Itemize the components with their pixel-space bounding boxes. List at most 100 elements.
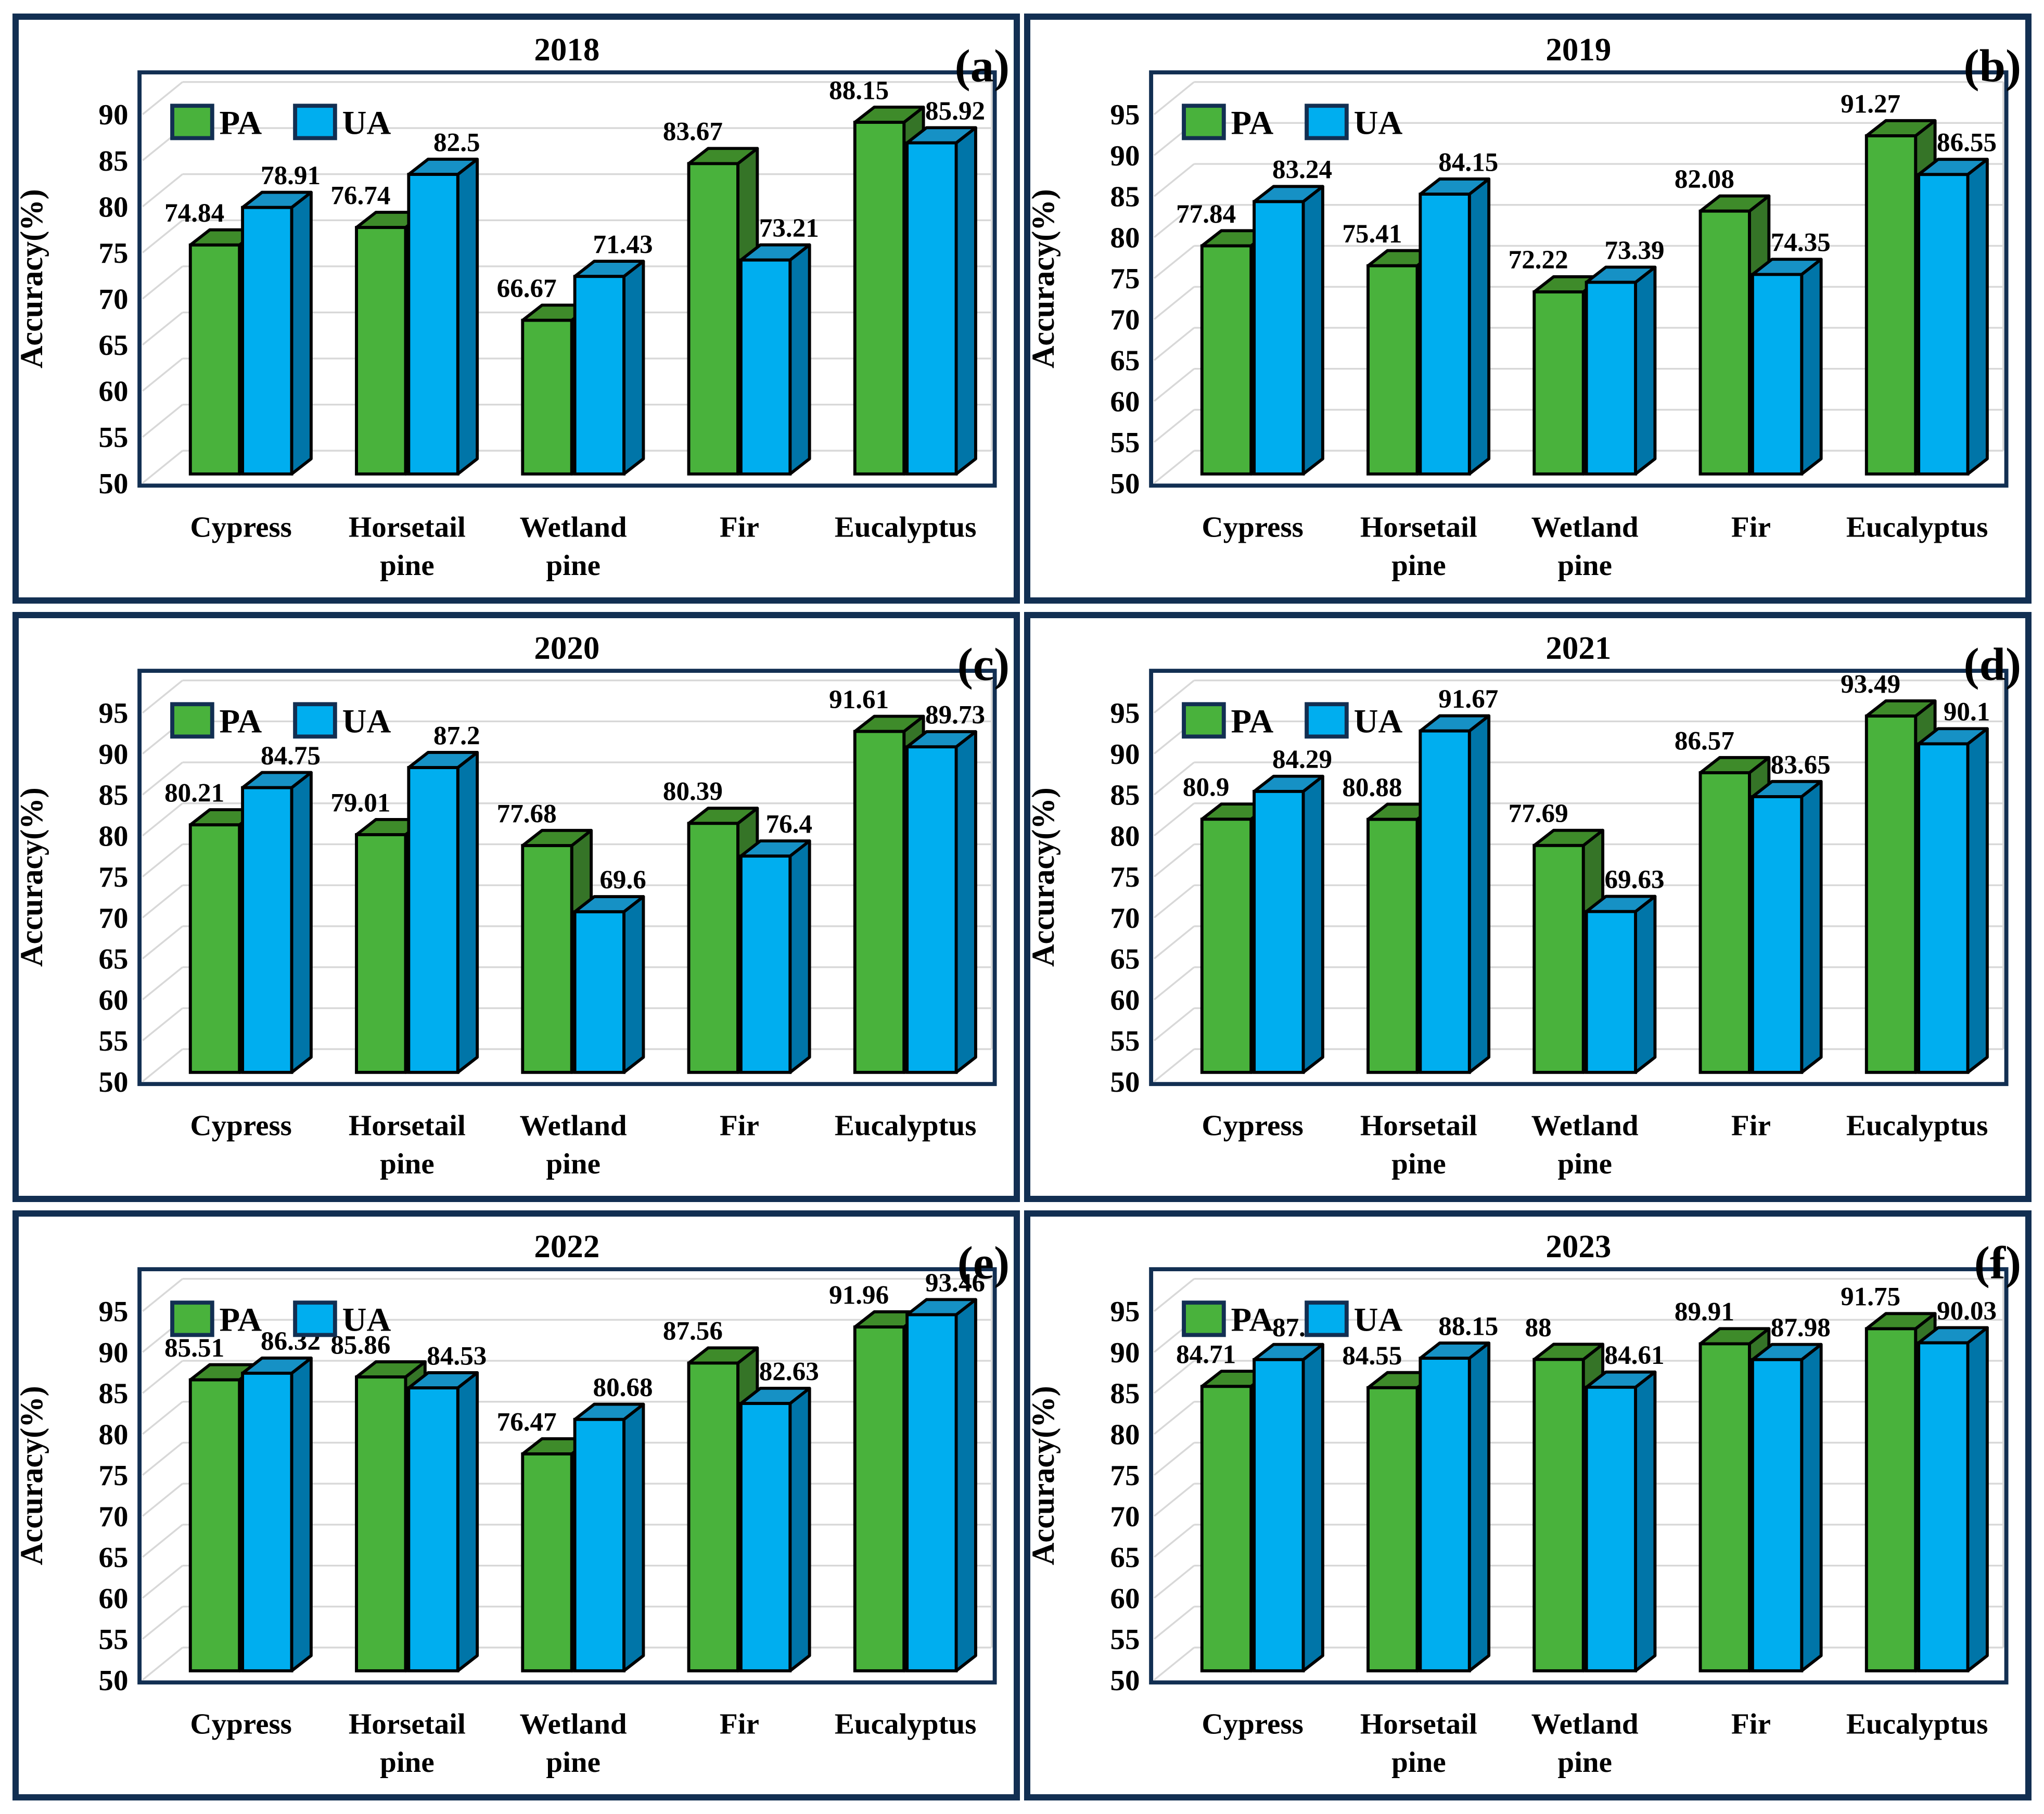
panel-title: 2022 <box>534 1228 599 1264</box>
gridline-diagonal <box>1153 1007 1195 1041</box>
bar-ua-side <box>1301 185 1324 476</box>
gridline-diagonal <box>142 1048 183 1082</box>
bar-pa-front <box>1532 290 1585 476</box>
gridline-diagonal <box>142 761 183 796</box>
x-tick-label-line2: pine <box>1391 550 1446 582</box>
value-label-ua: 74.35 <box>1771 228 1831 257</box>
value-label-ua: 85.92 <box>925 96 985 125</box>
x-tick-label: Wetland <box>1531 1109 1639 1142</box>
bar-pa-front <box>521 1452 573 1672</box>
value-label-ua: 84.61 <box>1605 1340 1665 1370</box>
value-label-ua: 93.46 <box>925 1268 985 1297</box>
y-tick-label: 60 <box>98 1582 128 1615</box>
bar-ua-side <box>1800 780 1823 1074</box>
bar-ua-side <box>622 260 645 476</box>
bar-pa-front <box>1698 771 1751 1074</box>
y-tick-label: 95 <box>1110 697 1140 730</box>
y-tick-label: 50 <box>1110 467 1140 500</box>
gridline-diagonal <box>1153 368 1195 402</box>
bar-ua-front <box>1419 729 1471 1074</box>
y-tick-label: 65 <box>1110 344 1140 377</box>
bar-ua-front <box>1419 1357 1471 1672</box>
y-tick-label: 90 <box>98 1336 128 1369</box>
legend-label-ua: UA <box>1354 702 1403 740</box>
x-tick-label-line2: pine <box>380 1148 435 1181</box>
x-tick-label: Fir <box>1731 1708 1771 1741</box>
gridline-diagonal <box>142 357 183 392</box>
legend-label-pa: PA <box>220 1301 262 1338</box>
gridline-diagonal <box>142 1360 183 1394</box>
bar-ua-side <box>954 126 977 476</box>
bar-ua-front <box>1585 910 1637 1074</box>
y-tick-label: 70 <box>1110 902 1140 935</box>
bar-pa-front <box>355 1375 407 1672</box>
y-axis-title: Accuracy(%) <box>1030 787 1061 967</box>
value-label-pa: 89.91 <box>1675 1297 1734 1326</box>
value-label-ua: 83.65 <box>1771 750 1831 780</box>
legend-swatch-pa <box>1182 104 1226 140</box>
y-tick-label: 95 <box>1110 1295 1140 1328</box>
bar-ua-side <box>1467 177 1491 476</box>
panel-letter: (d) <box>1964 639 2022 690</box>
value-label-pa: 85.86 <box>330 1331 390 1360</box>
bar-ua-side <box>622 895 645 1074</box>
value-label-ua: 87.98 <box>1771 1313 1831 1342</box>
gridline-diagonal <box>142 1007 183 1041</box>
x-tick-label: Cypress <box>190 1109 291 1142</box>
bar-ua-front <box>739 258 792 476</box>
bar-pa-front <box>355 226 407 476</box>
gridline-diagonal <box>142 1483 183 1517</box>
bar-ua-front <box>1917 742 1970 1074</box>
bar-pa-front <box>1200 817 1253 1074</box>
x-tick-label-line2: pine <box>380 550 435 582</box>
panel-a: 50 55 60 65 70 75 80 85 90 74.84 78.91 Cypress 76.74… <box>12 14 1020 604</box>
legend-label-pa: PA <box>1231 104 1274 142</box>
y-tick-label: 70 <box>1110 1500 1140 1533</box>
legend-swatch-ua <box>1305 702 1349 739</box>
y-tick-label: 60 <box>1110 984 1140 1017</box>
y-tick-label: 95 <box>98 1295 128 1328</box>
bar-ua-side <box>1800 1343 1823 1672</box>
y-tick-label: 90 <box>1110 738 1140 771</box>
y-tick-label: 85 <box>98 1377 128 1410</box>
y-tick-label: 80 <box>1110 820 1140 853</box>
bar-pa-front <box>687 1361 739 1672</box>
legend-label-ua: UA <box>342 104 391 142</box>
bar-ua-side <box>954 730 977 1074</box>
bar-ua-front <box>573 275 625 476</box>
gridline-diagonal <box>1153 761 1195 796</box>
y-tick-label: 80 <box>98 1419 128 1451</box>
bar-ua-front <box>241 1372 293 1672</box>
bar-pa-front <box>1698 1342 1751 1672</box>
value-label-pa: 77.68 <box>497 799 557 828</box>
bar-ua-front <box>1253 200 1305 476</box>
value-label-pa: 91.75 <box>1841 1282 1900 1311</box>
x-tick-label: Fir <box>720 1109 759 1142</box>
x-tick-label-line2: pine <box>546 550 601 582</box>
y-tick-label: 85 <box>1110 1377 1140 1410</box>
y-tick-label: 65 <box>98 329 128 362</box>
value-label-pa: 87.56 <box>663 1317 723 1346</box>
x-tick-label: Cypress <box>190 1708 291 1741</box>
y-tick-label: 70 <box>98 902 128 935</box>
gridline-diagonal <box>142 1646 183 1681</box>
x-tick-label: Eucalyptus <box>835 1109 977 1142</box>
panel-title: 2021 <box>1545 630 1611 666</box>
value-label-pa: 77.84 <box>1176 199 1236 228</box>
legend-label-pa: PA <box>1231 1301 1274 1338</box>
bar-ua-side <box>290 771 313 1074</box>
value-label-pa: 72.22 <box>1509 246 1568 275</box>
y-tick-label: 80 <box>1110 222 1140 254</box>
y-axis-title: Accuracy(%) <box>19 787 49 967</box>
panel-title: 2018 <box>534 31 599 68</box>
bar-ua-front <box>1419 193 1471 476</box>
x-tick-label-line2: pine <box>1557 1746 1612 1779</box>
gridline-diagonal <box>142 844 183 877</box>
legend-swatch-pa <box>170 702 214 739</box>
y-tick-label: 75 <box>1110 1459 1140 1492</box>
legend-label-pa: PA <box>220 104 262 142</box>
bar-pa-front <box>521 318 573 476</box>
x-tick-label-line2: pine <box>1391 1746 1446 1779</box>
bar-ua-side <box>456 158 479 476</box>
bar-ua-side <box>1966 1326 1989 1672</box>
